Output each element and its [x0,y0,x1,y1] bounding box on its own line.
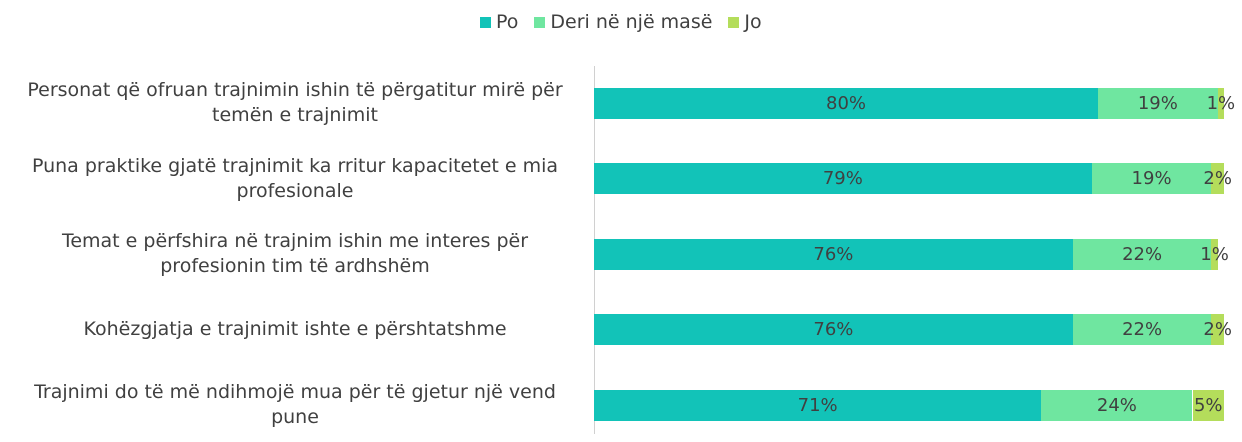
bar-segment [1211,238,1218,270]
data-label: 80% [825,92,867,114]
data-label: 22% [1122,243,1163,265]
bar-segment [594,389,1042,421]
legend-label: Po [496,11,519,33]
legend-swatch [534,16,546,28]
data-label: 1% [1200,243,1229,265]
category-label: Kohëzgjatja e trajnimit ishte e përshtat… [83,318,507,340]
legend: Po Deri në një masë Jo [480,10,778,34]
legend-swatch [480,16,491,28]
bar-segment [1041,389,1193,421]
data-label: 1% [1206,92,1236,114]
data-label: 19% [1137,92,1178,114]
bar-segment [594,314,1073,345]
bar-segment [1192,389,1224,421]
data-label: 5% [1193,394,1223,416]
bar-segment [1091,163,1212,194]
data-label: 24% [1096,394,1137,416]
category-label: Puna praktike gjatë trajnimit ka rritur … [31,154,559,202]
data-label: 2% [1203,168,1232,189]
category-label: Temat e përfshira në trajnim ishin me in… [61,230,529,277]
bar-segment [594,163,1092,194]
bar-segment [1072,314,1212,345]
category-label: Trajnimi do të më ndihmojë mua për të gj… [34,381,556,428]
data-label: 22% [1122,319,1163,340]
legend-label: Deri në një masë [550,11,713,33]
category-label: Personat që ofruan trajnimin ishin të pë… [27,79,563,126]
legend-item: Po [480,10,518,34]
legend-swatch [728,16,740,28]
data-label: 79% [822,168,863,189]
bar-segment [1098,87,1218,119]
legend-item: Jo [728,10,762,34]
data-label: 19% [1131,168,1172,189]
data-label: 71% [797,394,838,416]
data-label: 76% [813,243,854,265]
data-label: 76% [813,319,854,340]
bar-segment [594,238,1073,270]
bar-segment [1217,87,1224,119]
bar-segment [1072,238,1212,270]
bar-segment [1211,163,1224,194]
bar-segment [594,87,1098,119]
legend-label: Jo [744,11,762,33]
bar-segment [1211,314,1224,345]
legend-item: Deri në një masë [534,10,712,34]
data-label: 2% [1203,319,1232,340]
